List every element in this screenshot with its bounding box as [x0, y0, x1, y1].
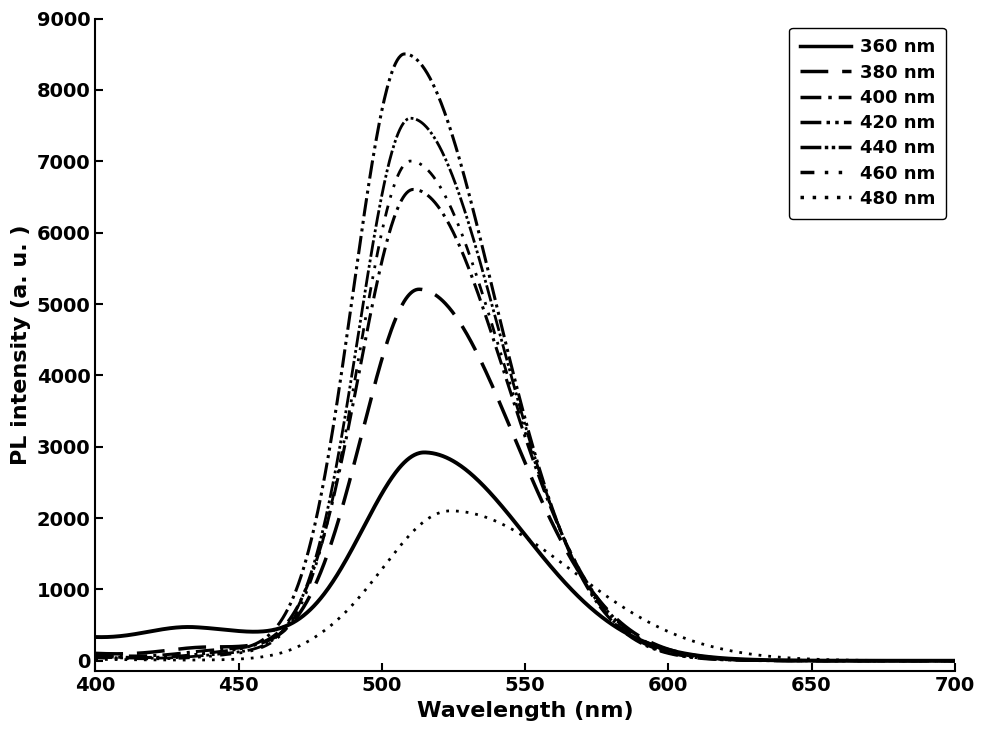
400 nm [438, 210, 450, 219]
460 nm [404, 157, 416, 165]
460 nm [760, 656, 772, 665]
400 nm [177, 649, 189, 657]
380 nm [413, 285, 425, 294]
480 nm [776, 653, 788, 662]
420 nm [438, 105, 450, 114]
420 nm [468, 212, 480, 220]
420 nm [90, 652, 102, 661]
380 nm [949, 657, 960, 665]
Line: 480 nm: 480 nm [96, 511, 954, 661]
360 nm [177, 623, 189, 632]
400 nm [760, 656, 772, 665]
440 nm [90, 653, 102, 662]
420 nm [760, 656, 772, 665]
360 nm [468, 473, 480, 482]
440 nm [776, 657, 788, 665]
420 nm [776, 657, 788, 665]
460 nm [468, 266, 480, 274]
400 nm [776, 656, 788, 665]
380 nm [776, 656, 788, 665]
440 nm [468, 239, 480, 247]
480 nm [90, 655, 102, 664]
460 nm [177, 654, 189, 662]
480 nm [949, 657, 960, 665]
380 nm [468, 344, 480, 353]
Y-axis label: PL intensity (a. u. ): PL intensity (a. u. ) [11, 225, 32, 466]
380 nm [90, 649, 102, 658]
360 nm [438, 452, 450, 461]
360 nm [90, 632, 102, 641]
Legend: 360 nm, 380 nm, 400 nm, 420 nm, 440 nm, 460 nm, 480 nm: 360 nm, 380 nm, 400 nm, 420 nm, 440 nm, … [789, 28, 946, 219]
480 nm [680, 635, 692, 643]
480 nm [760, 651, 772, 660]
480 nm [468, 509, 480, 518]
360 nm [949, 657, 960, 665]
480 nm [445, 507, 457, 515]
400 nm [90, 651, 102, 660]
400 nm [468, 280, 480, 288]
460 nm [776, 656, 788, 665]
480 nm [177, 656, 189, 665]
440 nm [680, 652, 692, 661]
440 nm [177, 653, 189, 662]
380 nm [177, 644, 189, 653]
440 nm [438, 151, 450, 160]
460 nm [949, 657, 960, 665]
Line: 400 nm: 400 nm [96, 190, 954, 661]
380 nm [438, 297, 450, 306]
X-axis label: Wavelength (nm): Wavelength (nm) [417, 701, 633, 721]
Line: 420 nm: 420 nm [96, 54, 954, 661]
Line: 360 nm: 360 nm [96, 452, 954, 661]
460 nm [90, 654, 102, 662]
400 nm [407, 185, 419, 194]
440 nm [760, 656, 772, 665]
420 nm [680, 652, 692, 661]
Line: 380 nm: 380 nm [96, 289, 954, 661]
480 nm [437, 507, 449, 516]
420 nm [949, 657, 960, 665]
360 nm [418, 448, 430, 457]
460 nm [438, 189, 450, 198]
420 nm [177, 651, 189, 660]
360 nm [776, 656, 788, 665]
400 nm [680, 651, 692, 660]
Line: 440 nm: 440 nm [96, 119, 954, 661]
380 nm [680, 649, 692, 658]
440 nm [949, 657, 960, 665]
380 nm [760, 656, 772, 665]
360 nm [680, 649, 692, 658]
360 nm [760, 656, 772, 665]
Line: 460 nm: 460 nm [96, 161, 954, 661]
460 nm [680, 651, 692, 660]
420 nm [399, 50, 411, 59]
400 nm [949, 657, 960, 665]
440 nm [404, 114, 416, 123]
